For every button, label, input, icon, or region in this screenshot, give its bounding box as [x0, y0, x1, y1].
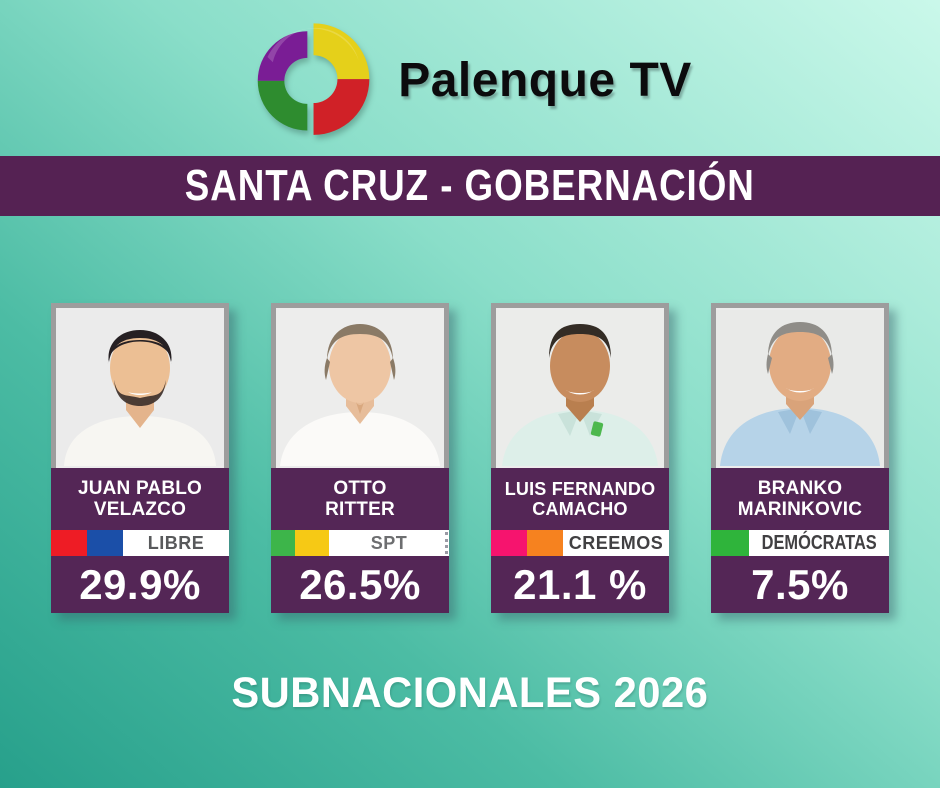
portrait-branko-marinkovic	[716, 310, 884, 466]
party-label: SPT	[370, 532, 408, 553]
candidate-name-line2: RITTER	[325, 499, 395, 520]
region-banner: SANTA CRUZ - GOBERNACIÓN	[0, 156, 940, 216]
candidate-name-line1: JUAN PABLO	[77, 477, 203, 499]
candidate-card-ritter: OTTO RITTER SPT 26.5%	[271, 303, 449, 613]
candidate-name: OTTO RITTER	[271, 468, 449, 530]
party-label: CREEMOS	[568, 532, 664, 553]
candidate-card-velazco: JUAN PABLO VELAZCO LIBRE 29.9%	[51, 303, 229, 613]
banner-title: SANTA CRUZ - GOBERNACIÓN	[185, 161, 755, 210]
logo-quadrant-green	[257, 80, 308, 131]
party-strip-spt: SPT	[271, 530, 449, 556]
party-color-swatch	[51, 530, 87, 556]
footer: SUBNACIONALES 2026	[0, 669, 940, 718]
party-color-swatch	[271, 530, 295, 556]
candidate-name-line2: VELAZCO	[93, 499, 187, 520]
logo-quadrant-red	[313, 79, 370, 135]
candidate-name: LUIS FERNANDO CAMACHO	[491, 468, 669, 530]
candidate-cards-row: JUAN PABLO VELAZCO LIBRE 29.9% OTTO	[0, 303, 940, 613]
party-color-swatch	[295, 530, 329, 556]
candidate-card-marinkovic: BRANKO MARINKOVIC DEMÓCRATAS 7.5%	[711, 303, 889, 613]
portrait-luis-fernando-camacho	[496, 310, 664, 466]
candidate-name-line1: LUIS FERNANDO	[504, 478, 656, 499]
portrait-otto-ritter	[276, 310, 444, 466]
party-label: LIBRE	[147, 532, 205, 553]
candidate-photo-frame	[51, 303, 229, 468]
candidate-photo-frame	[271, 303, 449, 468]
header: Palenque TV	[0, 0, 940, 156]
brand-title: Palenque TV	[398, 53, 692, 107]
party-color-swatch	[87, 530, 123, 556]
logo-quadrant-purple	[257, 31, 308, 81]
party-strip-libre: LIBRE	[51, 530, 229, 556]
candidate-name: JUAN PABLO VELAZCO	[51, 468, 229, 530]
party-label: DEMÓCRATAS	[761, 531, 877, 554]
party-color-swatch	[527, 530, 563, 556]
candidate-photo-frame	[711, 303, 889, 468]
logo-quadrant-yellow	[313, 23, 370, 80]
poll-percentage: 21.1 %	[491, 556, 669, 613]
candidate-name-line2: CAMACHO	[532, 499, 628, 519]
party-strip-creemos: CREEMOS	[491, 530, 669, 556]
candidate-name: BRANKO MARINKOVIC	[711, 468, 889, 530]
poll-percentage: 29.9%	[51, 556, 229, 613]
candidate-name-line2: MARINKOVIC	[737, 499, 863, 520]
palenque-tv-ring-logo	[257, 23, 370, 135]
poll-percentage: 26.5%	[271, 556, 449, 613]
party-strip-democratas: DEMÓCRATAS	[711, 530, 889, 556]
party-color-swatch	[491, 530, 527, 556]
portrait-juan-pablo-velazco	[56, 310, 224, 466]
footer-title: SUBNACIONALES 2026	[231, 669, 709, 717]
party-color-swatch	[711, 530, 749, 556]
candidate-name-line1: BRANKO	[757, 477, 843, 499]
candidate-card-camacho: LUIS FERNANDO CAMACHO CREEMOS 21.1 %	[491, 303, 669, 613]
poll-percentage: 7.5%	[711, 556, 889, 613]
candidate-name-line1: OTTO	[333, 477, 387, 499]
candidate-photo-frame	[491, 303, 669, 468]
dotted-edge-decoration	[445, 532, 448, 554]
